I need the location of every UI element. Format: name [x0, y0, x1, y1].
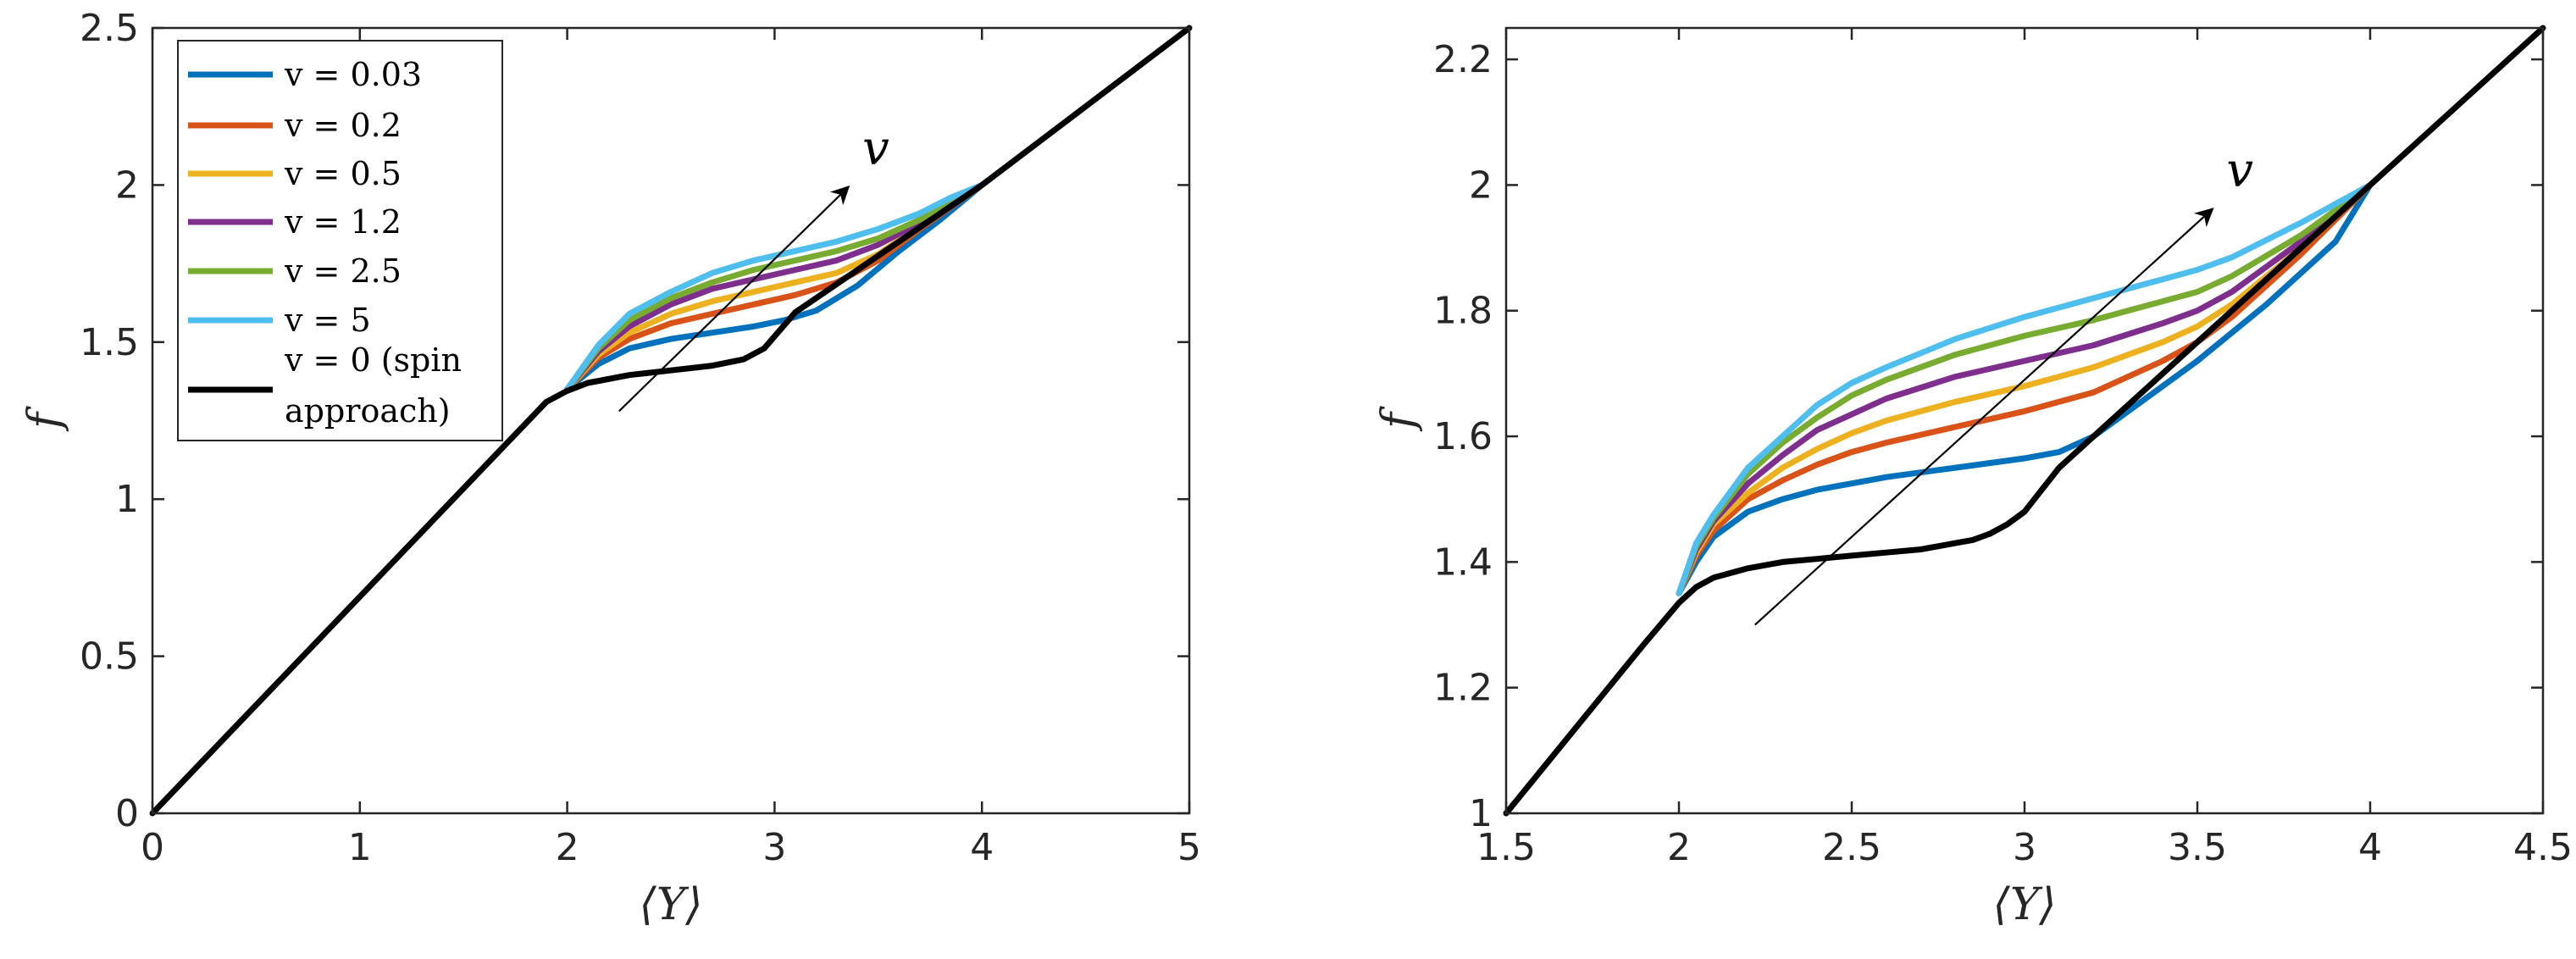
right-y-tick-label: 1.6 — [1433, 415, 1493, 458]
left-x-tick-label: 3 — [762, 826, 786, 869]
left-x-axis-label: ⟨Y⟩ — [640, 879, 703, 930]
left-y-tick-label: 2 — [115, 164, 139, 207]
right-y-tick-label: 2.2 — [1433, 38, 1493, 81]
right-arrow-label: v — [2226, 143, 2253, 198]
right-x-tick-label: 4 — [2358, 826, 2382, 869]
right-x-tick-label: 1.5 — [1476, 826, 1536, 869]
right-x-axis-label: ⟨Y⟩ — [1993, 879, 2057, 930]
left-series-line-4 — [564, 181, 985, 392]
left-y-tick-label: 1 — [115, 478, 139, 521]
right-x-tick-label: 2 — [1667, 826, 1691, 869]
right-y-tick-label: 1.8 — [1433, 290, 1493, 333]
legend-entry-label-6: v = 0 (spin approach) — [284, 341, 462, 430]
right-series-line-5 — [1676, 181, 2374, 596]
legend-entry-label-4: v = 2.5 — [284, 252, 402, 290]
right-y-axis-label: f — [1373, 406, 1424, 432]
left-y-tick-label: 2.5 — [80, 7, 139, 50]
left-x-tick-label: 2 — [556, 826, 579, 869]
right-series-line-0 — [1676, 181, 2374, 596]
left-arrow-label: v — [862, 121, 889, 176]
left-y-tick-label: 0 — [115, 792, 139, 835]
right-series-line-2 — [1676, 181, 2374, 596]
right-series-line-3 — [1676, 181, 2374, 596]
left-y-tick-label: 1.5 — [80, 321, 139, 364]
left-trend-arrow — [618, 186, 850, 413]
right-chart-panel: v 1.5 2 2.5 3 3.5 4 4.5 1 1.2 1.4 1.6 1.8 2 2.2 ⟨Y⟩ f — [1373, 25, 2573, 930]
left-series-line-5 — [564, 181, 985, 392]
right-x-tick-label: 3.5 — [2168, 826, 2227, 869]
left-x-tick-label: 1 — [348, 826, 372, 869]
left-plot-frame — [151, 26, 1191, 815]
legend-entry-label-2: v = 0.5 — [284, 155, 402, 192]
legend-entry-label-0: v = 0.03 — [284, 56, 422, 93]
right-series-line-6 — [1503, 25, 2546, 817]
right-series-line-1 — [1676, 181, 2374, 596]
right-y-tick-label: 1.2 — [1433, 667, 1493, 710]
legend: v = 0.03 v = 0.2 v = 0.5 v = 1.2 v = 2.5 v = … — [177, 40, 503, 441]
left-series-line-6 — [149, 25, 1193, 817]
left-x-tick-label: 0 — [141, 826, 164, 869]
right-x-tick-label: 3 — [2013, 826, 2036, 869]
right-series-line-4 — [1676, 181, 2374, 596]
right-plot-frame — [1504, 26, 2545, 815]
right-x-tick-label: 4.5 — [2513, 826, 2573, 869]
left-chart-panel: v 0 1 2 3 4 500.511.522.5 ⟨Y⟩ f v = 0.03v = 0… — [19, 7, 1201, 930]
right-y-tick-label: 1 — [1469, 792, 1493, 835]
legend-entry-label-3: v = 1.2 — [284, 203, 402, 241]
right-trend-arrow — [1754, 208, 2214, 626]
right-x-tick-label: 2.5 — [1822, 826, 1881, 869]
legend-entry-label-5: v = 5 — [284, 302, 371, 339]
right-y-tick-label: 1.4 — [1433, 540, 1493, 584]
left-y-tick-label: 0.5 — [80, 635, 139, 679]
left-y-axis-label: f — [19, 406, 70, 432]
left-series-line-0 — [564, 181, 985, 392]
legend-box — [177, 40, 503, 441]
left-x-tick-label: 4 — [970, 826, 994, 869]
legend-entry-label-1: v = 0.2 — [284, 107, 402, 144]
right-y-tick-label: 2 — [1469, 164, 1493, 207]
left-x-tick-label: 5 — [1177, 826, 1201, 869]
